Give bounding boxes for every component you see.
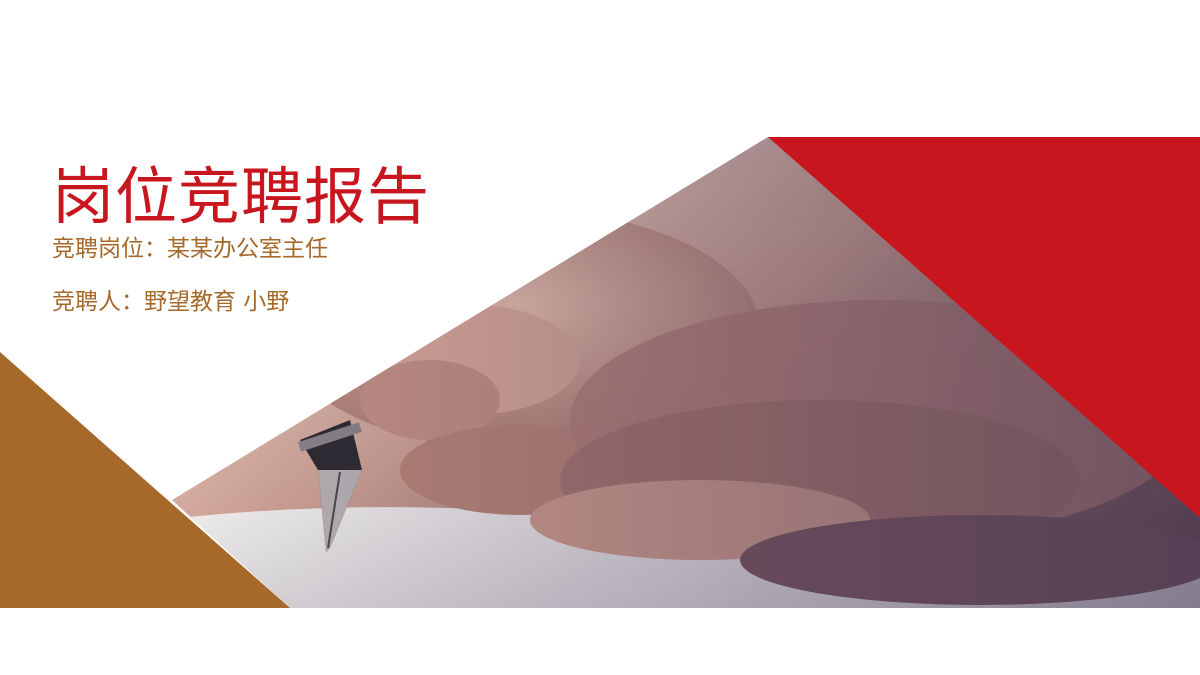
- position-line: 竞聘岗位：某某办公室主任: [52, 236, 328, 263]
- applicant-line: 竞聘人：野望教育 小野: [52, 288, 290, 315]
- red-diagonal-band: [768, 137, 1200, 518]
- slide-title: 岗位竞聘报告: [52, 160, 431, 233]
- title-block: 岗位竞聘报告 竞聘岗位：某某办公室主任 竞聘人：野望教育 小野: [52, 160, 672, 317]
- brown-corner-triangle: [0, 352, 290, 608]
